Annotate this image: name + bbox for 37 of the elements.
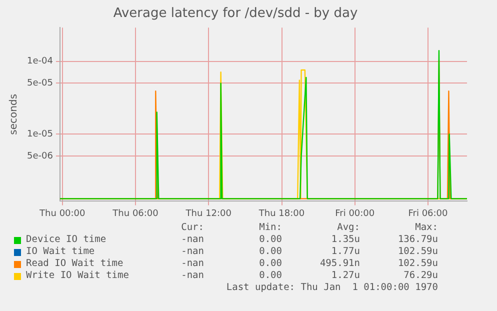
text: -nan	[180, 234, 204, 246]
legend-label: Device IO time	[25, 234, 108, 246]
text: 1.27u	[330, 270, 360, 282]
y-axis-title: seconds	[8, 94, 20, 135]
text: 1.77u	[330, 246, 360, 258]
y-tick-label: 5e-06	[26, 151, 54, 162]
text: Max:	[414, 222, 438, 234]
x-tick-label: Thu 00:00	[38, 208, 86, 219]
text: Avg:	[336, 222, 360, 234]
text: Last update: Thu Jan 1 01:00:00 1970	[225, 282, 438, 294]
text: Cur:	[180, 222, 204, 234]
x-tick-label: Thu 18:00	[258, 208, 305, 219]
text: 76.29u	[402, 270, 438, 282]
text: 1.35u	[330, 234, 360, 246]
y-tick-label: 1e-04	[26, 56, 54, 67]
chart-title: Average latency for /dev/sdd - by day	[113, 6, 358, 22]
x-tick-label: Thu 06:00	[112, 208, 159, 219]
text: -nan	[180, 258, 204, 270]
y-tick-label: 1e-05	[26, 129, 53, 140]
text: 136.79u	[396, 234, 438, 246]
text: 0.00	[258, 246, 282, 258]
x-tick-label: Fri 00:00	[335, 208, 375, 219]
y-tick-label: 5e-05	[26, 78, 53, 89]
text: 102.59u	[396, 258, 438, 270]
x-tick-label: Thu 12:00	[184, 208, 232, 219]
text: 0.00	[258, 234, 282, 246]
text: -nan	[180, 270, 204, 282]
legend-label: Read IO Wait time	[25, 258, 124, 270]
x-tick-label: Fri 06:00	[408, 208, 448, 219]
text: 0.00	[258, 258, 282, 270]
legend-label: Write IO Wait time	[25, 270, 130, 282]
text: Min:	[258, 222, 282, 234]
text: 102.59u	[396, 246, 438, 258]
text: -nan	[180, 246, 204, 258]
legend-label: IO Wait time	[25, 246, 96, 258]
text: 0.00	[258, 270, 282, 282]
text: 495.91n	[318, 258, 360, 270]
